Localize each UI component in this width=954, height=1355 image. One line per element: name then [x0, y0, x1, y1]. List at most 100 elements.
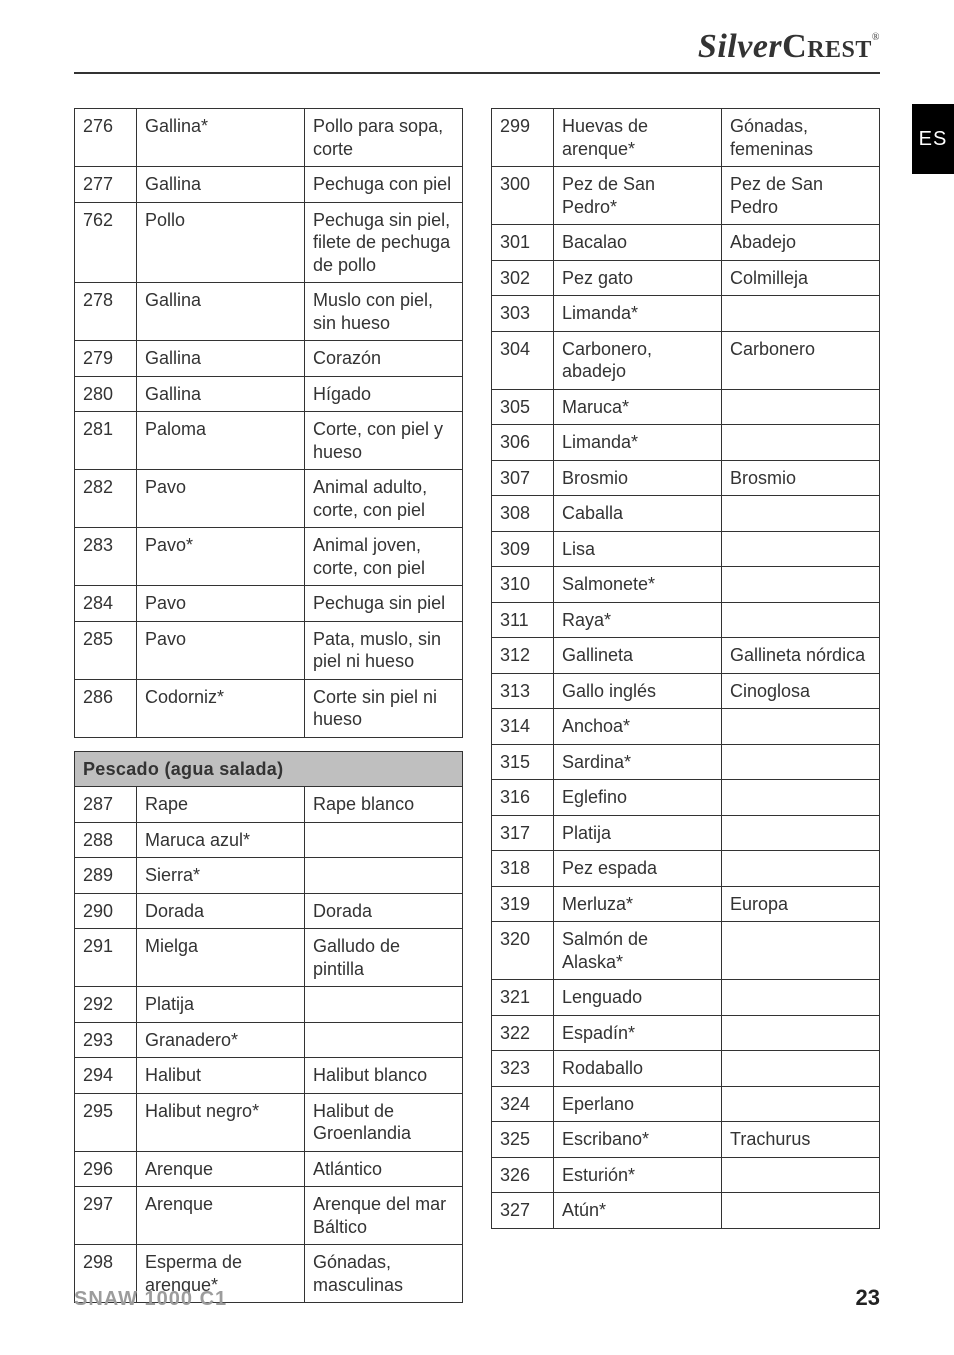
cell-code: 304: [492, 331, 554, 389]
cell-code: 293: [75, 1022, 137, 1058]
cell-name: Gallina: [137, 283, 305, 341]
left-table: 276Gallina*Pollo para sopa, corte277Gall…: [74, 108, 463, 1303]
cell-name: Granadero*: [137, 1022, 305, 1058]
cell-name: Huevas de arenque*: [554, 109, 722, 167]
footer: SNAW 1000 C1 23: [74, 1285, 880, 1311]
cell-code: 319: [492, 886, 554, 922]
footer-model: SNAW 1000 C1: [74, 1288, 227, 1311]
cell-detail: [722, 980, 880, 1016]
cell-code: 311: [492, 602, 554, 638]
table-row: 762PolloPechuga sin piel, filete de pech…: [75, 202, 463, 283]
cell-detail: [305, 822, 463, 858]
cell-name: Merluza*: [554, 886, 722, 922]
table-row: 300Pez de San Pedro*Pez de San Pedro: [492, 167, 880, 225]
cell-code: 288: [75, 822, 137, 858]
cell-code: 320: [492, 922, 554, 980]
cell-name: Maruca azul*: [137, 822, 305, 858]
cell-detail: Gónadas, femeninas: [722, 109, 880, 167]
table-row: 303Limanda*: [492, 296, 880, 332]
cell-code: 294: [75, 1058, 137, 1094]
cell-code: 762: [75, 202, 137, 283]
cell-code: 296: [75, 1151, 137, 1187]
cell-detail: Colmilleja: [722, 260, 880, 296]
table-row: 282PavoAnimal adulto, corte, con piel: [75, 470, 463, 528]
table-row: 285PavoPata, muslo, sin piel ni hueso: [75, 621, 463, 679]
table-row: 305Maruca*: [492, 389, 880, 425]
table-row: 315Sardina*: [492, 744, 880, 780]
table-row: 321Lenguado: [492, 980, 880, 1016]
cell-code: 279: [75, 341, 137, 377]
cell-code: 284: [75, 586, 137, 622]
table-row: 278GallinaMuslo con piel, sin hueso: [75, 283, 463, 341]
table-row: 317Platija: [492, 815, 880, 851]
cell-detail: [722, 815, 880, 851]
cell-code: 309: [492, 531, 554, 567]
cell-detail: Pollo para sopa, corte: [305, 109, 463, 167]
cell-name: Pez espada: [554, 851, 722, 887]
cell-detail: [722, 602, 880, 638]
cell-name: Limanda*: [554, 425, 722, 461]
cell-detail: [305, 987, 463, 1023]
cell-name: Gallina: [137, 341, 305, 377]
cell-name: Salmonete*: [554, 567, 722, 603]
table-row: 302Pez gatoColmilleja: [492, 260, 880, 296]
cell-name: Rodaballo: [554, 1051, 722, 1087]
cell-code: 289: [75, 858, 137, 894]
cell-name: Mielga: [137, 929, 305, 987]
section-header: Pescado (agua salada): [75, 751, 463, 787]
cell-code: 277: [75, 167, 137, 203]
cell-code: 306: [492, 425, 554, 461]
right-column: 299Huevas de arenque*Gónadas, femeninas3…: [491, 108, 880, 1303]
table-row: 293Granadero*: [75, 1022, 463, 1058]
cell-code: 291: [75, 929, 137, 987]
cell-detail: Corte, con piel y hueso: [305, 412, 463, 470]
cell-name: Sardina*: [554, 744, 722, 780]
table-row: 292Platija: [75, 987, 463, 1023]
cell-detail: [722, 1051, 880, 1087]
cell-detail: [722, 531, 880, 567]
cell-detail: [722, 709, 880, 745]
cell-name: Gallina: [137, 376, 305, 412]
cell-name: Lenguado: [554, 980, 722, 1016]
cell-detail: Arenque del mar Báltico: [305, 1187, 463, 1245]
spacer-row: [75, 737, 463, 751]
cell-name: Gallina: [137, 167, 305, 203]
brand-rule: [74, 72, 880, 74]
cell-code: 310: [492, 567, 554, 603]
table-row: 304Carbonero, abadejoCarbonero: [492, 331, 880, 389]
cell-detail: [722, 851, 880, 887]
table-row: 297ArenqueArenque del mar Báltico: [75, 1187, 463, 1245]
table-row: 312GallinetaGallineta nórdica: [492, 638, 880, 674]
table-row: 284PavoPechuga sin piel: [75, 586, 463, 622]
brand-part1: Silver: [698, 28, 782, 65]
cell-detail: Corte sin piel ni hueso: [305, 679, 463, 737]
cell-detail: Pechuga sin piel: [305, 586, 463, 622]
cell-name: Maruca*: [554, 389, 722, 425]
cell-detail: Europa: [722, 886, 880, 922]
cell-detail: Pez de San Pedro: [722, 167, 880, 225]
cell-code: 300: [492, 167, 554, 225]
table-row: 294HalibutHalibut blanco: [75, 1058, 463, 1094]
cell-detail: Halibut blanco: [305, 1058, 463, 1094]
table-row: 316Eglefino: [492, 780, 880, 816]
table-row: 307BrosmioBrosmio: [492, 460, 880, 496]
cell-name: Caballa: [554, 496, 722, 532]
content-columns: 276Gallina*Pollo para sopa, corte277Gall…: [74, 108, 880, 1303]
cell-detail: Pechuga con piel: [305, 167, 463, 203]
cell-code: 282: [75, 470, 137, 528]
table-row: 277GallinaPechuga con piel: [75, 167, 463, 203]
cell-code: 285: [75, 621, 137, 679]
cell-code: 278: [75, 283, 137, 341]
cell-detail: [722, 496, 880, 532]
cell-name: Anchoa*: [554, 709, 722, 745]
table-row: 301BacalaoAbadejo: [492, 225, 880, 261]
table-row: 290DoradaDorada: [75, 893, 463, 929]
cell-code: 290: [75, 893, 137, 929]
cell-name: Halibut negro*: [137, 1093, 305, 1151]
cell-name: Rape: [137, 787, 305, 823]
cell-detail: [722, 567, 880, 603]
cell-name: Sierra*: [137, 858, 305, 894]
cell-name: Atún*: [554, 1193, 722, 1229]
cell-code: 327: [492, 1193, 554, 1229]
cell-name: Gallina*: [137, 109, 305, 167]
